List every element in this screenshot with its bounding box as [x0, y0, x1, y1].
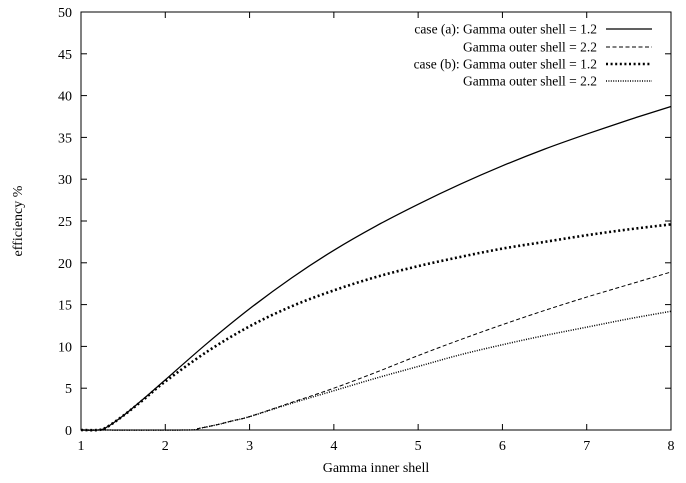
plot-frame: [80, 11, 672, 431]
y-tick-label: 25: [58, 215, 72, 230]
y-tick-label: 45: [58, 48, 72, 63]
x-tick-label: 4: [330, 439, 337, 454]
x-tick-label: 2: [162, 439, 169, 454]
y-tick-label: 5: [65, 382, 72, 397]
series-line-2: [80, 271, 672, 431]
x-tick-label: 6: [499, 439, 506, 454]
y-tick-label: 0: [65, 424, 72, 439]
legend-label-1: case (a): Gamma outer shell = 1.2: [414, 22, 597, 37]
y-tick-label: 50: [58, 6, 72, 21]
y-tick-label: 35: [58, 131, 72, 146]
series-line-1: [80, 105, 672, 431]
y-tick-label: 30: [58, 173, 72, 188]
legend-label-2: Gamma outer shell = 2.2: [463, 40, 597, 55]
y-tick-label: 15: [58, 299, 72, 314]
legend-label-3: case (b): Gamma outer shell = 1.2: [414, 57, 597, 72]
x-axis-label: Gamma inner shell: [323, 461, 430, 476]
x-tick-label: 1: [78, 439, 85, 454]
legend-label-4: Gamma outer shell = 2.2: [463, 74, 597, 89]
y-axis-label: efficiency %: [11, 185, 26, 256]
series-line-4: [80, 310, 672, 431]
x-tick-label: 8: [668, 439, 675, 454]
legend: case (a): Gamma outer shell = 1.2 Gamma o…: [414, 22, 652, 89]
y-tick-label: 10: [58, 340, 72, 355]
y-tick-label: 40: [58, 90, 72, 105]
y-tick-label: 20: [58, 257, 72, 272]
x-tick-label: 5: [415, 439, 422, 454]
plot-series: [80, 105, 672, 432]
x-tick-label: 3: [246, 439, 253, 454]
x-tick-label: 7: [583, 439, 590, 454]
